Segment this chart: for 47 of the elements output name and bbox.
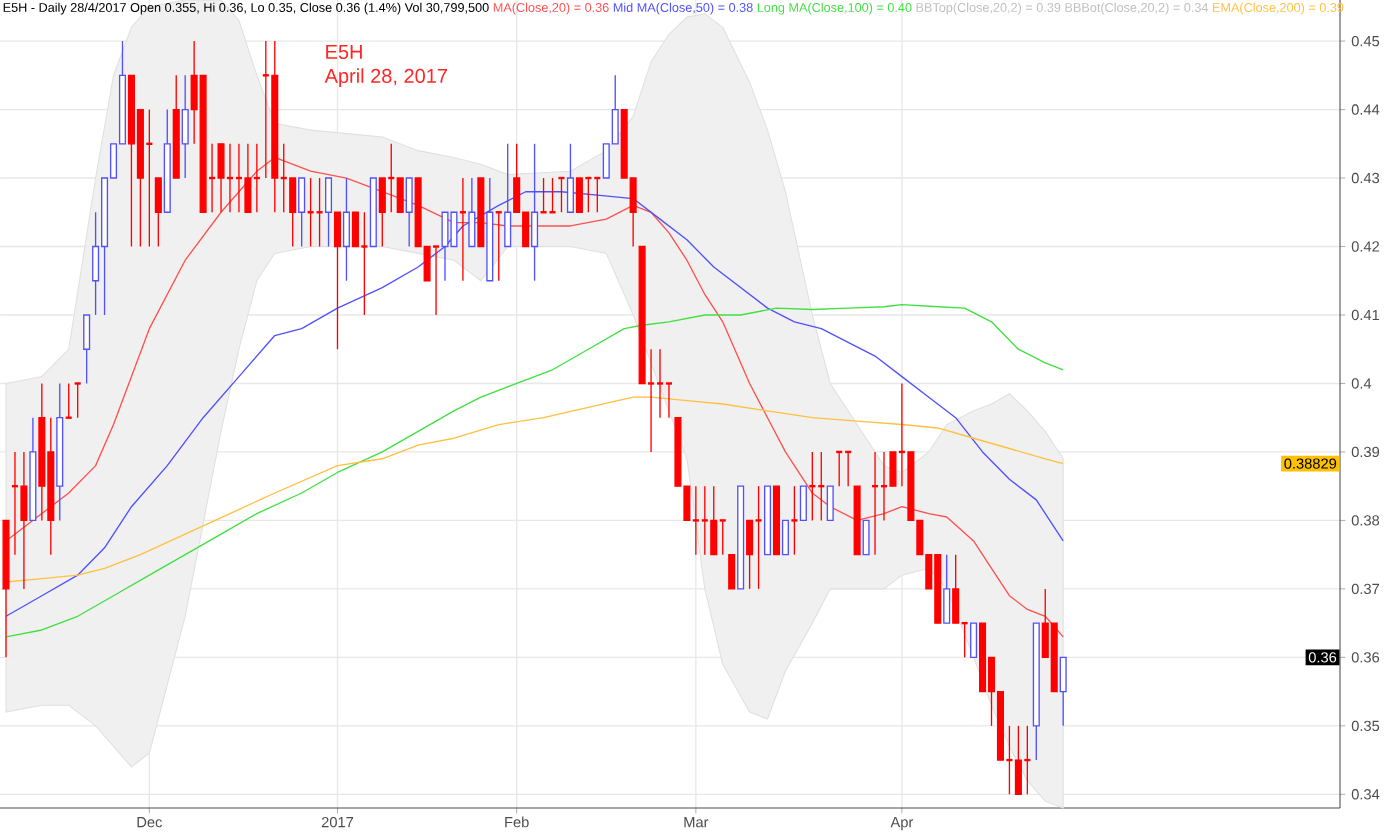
candlestick [1014,725,1022,795]
candlestick [244,143,252,213]
line-series [5,304,1064,638]
candlestick [333,211,342,350]
candlestick [754,485,763,590]
candlestick [396,177,404,213]
annotation: E5H [326,45,362,60]
candlestick [575,177,583,213]
candlestick [718,519,727,556]
candlestick [325,177,333,248]
candlestick [691,485,701,556]
candlestick [746,519,754,590]
candlestick [548,177,557,214]
candlestick [728,553,736,590]
candlestick [889,451,897,487]
candlestick [700,485,710,556]
candlestick [826,485,834,522]
candlestick [83,314,91,385]
candlestick [862,519,870,556]
candlestick [298,177,306,248]
candlestick [64,382,73,419]
candlestick [790,485,799,556]
candlestick [73,382,82,419]
candlestick [342,177,350,282]
annotation: April 28, 2017 [324,68,447,87]
candlestick [781,519,789,556]
candlestick [557,176,566,213]
candlestick [1059,656,1067,727]
candlestick [970,622,978,659]
candlestick [261,40,271,179]
candlestick [431,245,441,316]
candlestick [181,74,189,179]
candlestick [655,348,665,419]
candlestick [943,553,951,624]
candlestick [351,211,359,248]
candlestick [799,485,807,522]
candlestick [378,177,386,248]
candlestick [154,177,162,248]
candlestick [664,382,674,419]
candlestick [710,485,718,556]
candlestick [20,451,28,590]
candlestick [289,177,297,248]
candlestick [441,211,449,282]
candlestick [952,553,960,624]
candlestick [405,177,413,248]
candlestick [217,143,225,213]
candlestick [360,211,369,316]
